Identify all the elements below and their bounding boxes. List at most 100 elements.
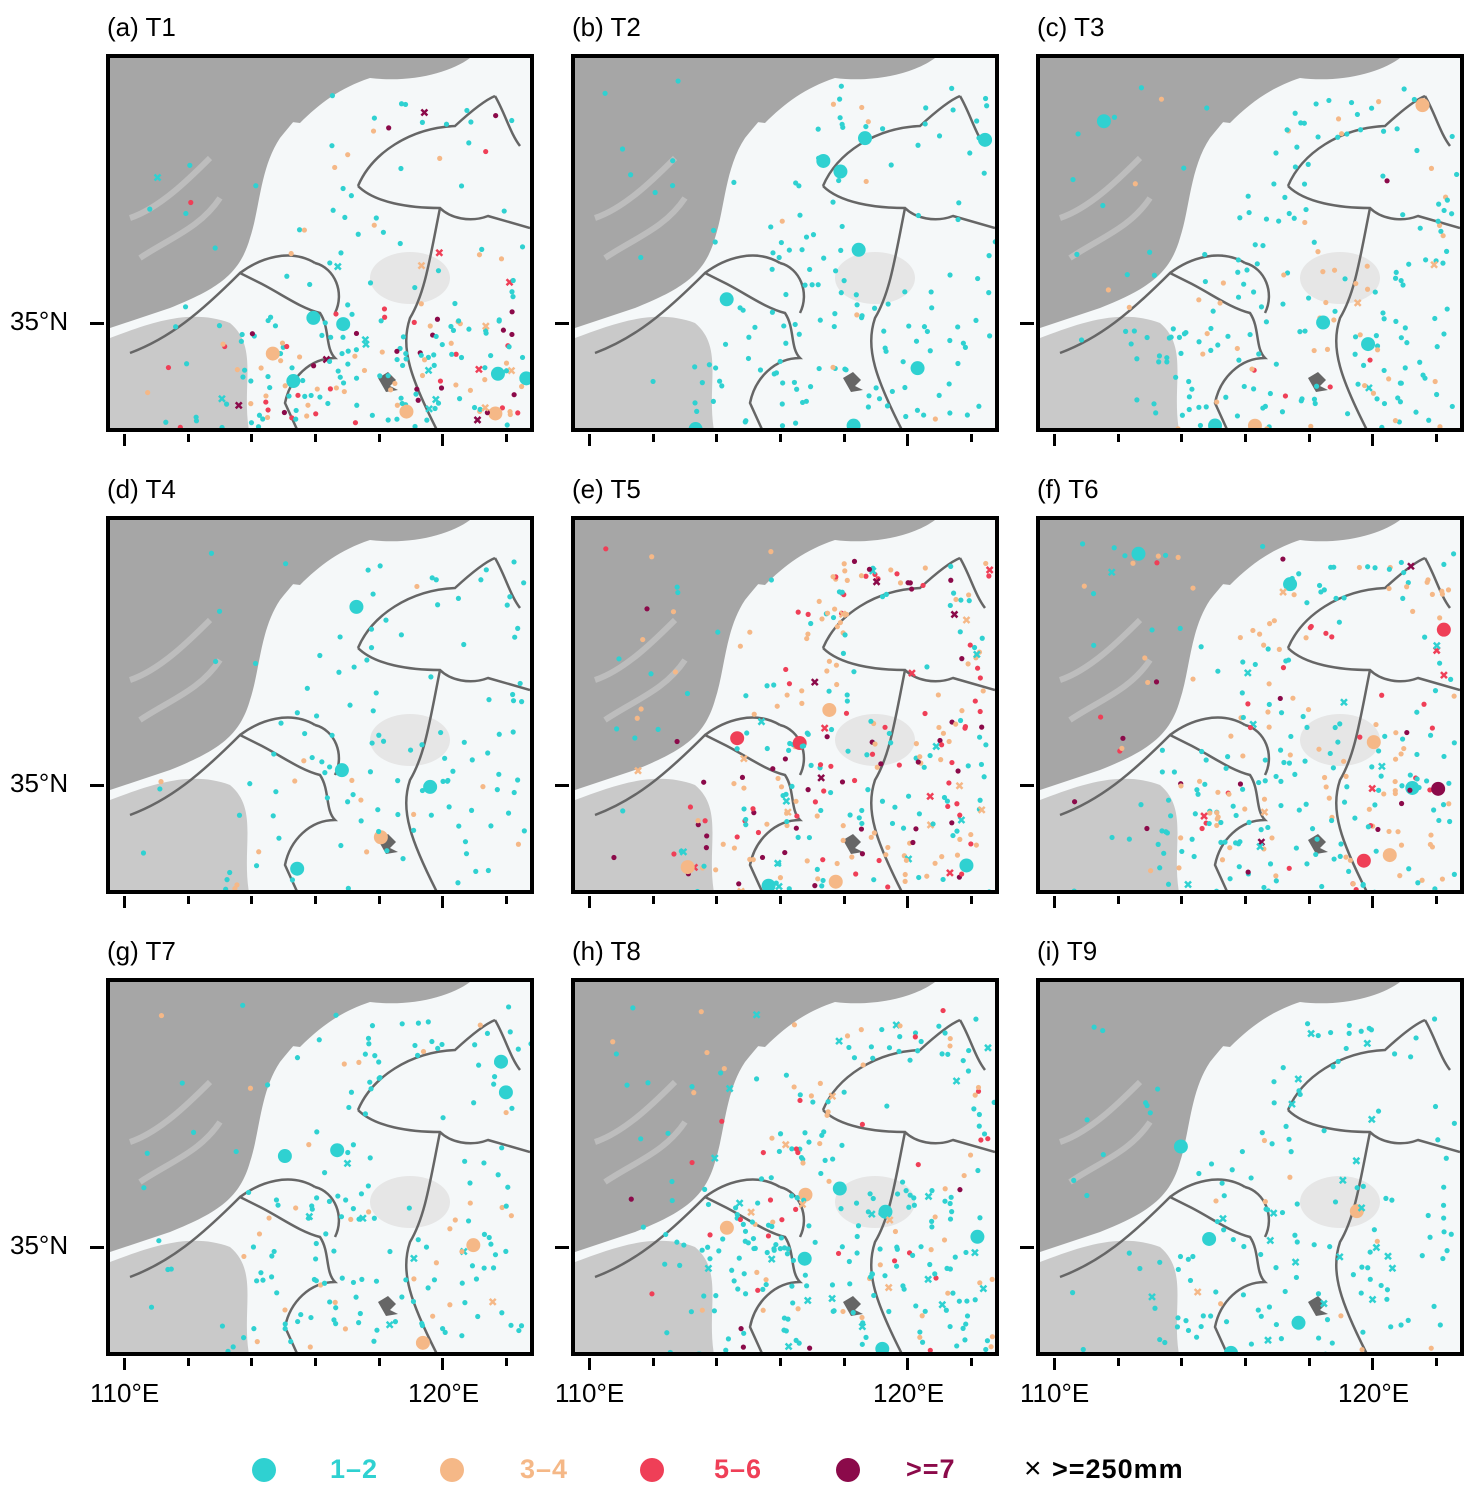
station-dot-marker	[929, 305, 935, 311]
station-cross-marker	[1340, 698, 1348, 707]
station-dot-marker	[1381, 367, 1387, 374]
x-tick-e	[970, 896, 973, 904]
station-dot-marker	[1155, 553, 1161, 559]
station-dot-marker	[798, 1154, 805, 1161]
station-dot-marker	[778, 784, 785, 790]
station-dot-marker	[158, 779, 164, 785]
station-dot-marker	[753, 1076, 760, 1082]
lake	[843, 372, 863, 392]
station-dot-marker	[322, 770, 328, 776]
station-dot-marker	[1398, 380, 1404, 386]
station-dot-marker	[336, 317, 351, 332]
station-dot-marker	[649, 554, 655, 560]
x-tick-label-h-1: 120°E	[873, 1378, 945, 1408]
station-dot-marker	[929, 1224, 935, 1230]
station-dot-marker	[1371, 1227, 1377, 1233]
station-dot-marker	[968, 831, 974, 838]
station-dot-marker	[831, 323, 837, 330]
station-dot-marker	[368, 626, 375, 632]
station-dot-marker	[1200, 1313, 1206, 1319]
mountain-region	[110, 982, 340, 1252]
y-tick-f	[1020, 784, 1034, 787]
station-dot-marker	[1302, 328, 1308, 334]
station-dot-marker	[1423, 257, 1429, 263]
station-dot-marker	[913, 338, 920, 344]
station-dot-marker	[932, 416, 938, 422]
station-dot-marker	[420, 1048, 427, 1055]
station-dot-marker	[1372, 565, 1378, 571]
station-dot-marker	[644, 606, 650, 612]
shandong-hills	[835, 1176, 915, 1228]
station-dot-marker	[1208, 418, 1223, 428]
station-cross-marker	[767, 1255, 776, 1264]
station-dot-marker	[260, 416, 266, 422]
station-dot-marker	[807, 266, 813, 273]
map-a	[110, 58, 530, 428]
station-dot-marker	[1223, 765, 1229, 771]
station-dot-marker	[453, 382, 459, 388]
northern-mountains	[260, 520, 470, 585]
station-dot-marker	[1247, 724, 1254, 731]
station-dot-marker	[453, 351, 459, 357]
station-dot-marker	[1199, 748, 1205, 755]
station-dot-marker	[1416, 784, 1422, 791]
station-cross-marker	[1368, 784, 1377, 793]
station-dot-marker	[667, 1349, 673, 1352]
station-dot-marker	[1323, 784, 1329, 790]
station-dot-marker	[1202, 1231, 1217, 1246]
station-dot-marker	[905, 580, 911, 586]
station-dot-marker	[1091, 1024, 1097, 1030]
station-dot-marker	[333, 385, 339, 391]
station-dot-marker	[342, 214, 348, 221]
station-dot-marker	[912, 1034, 918, 1040]
station-dot-marker	[173, 324, 179, 330]
station-dot-marker	[466, 326, 472, 332]
station-cross-marker	[1335, 1252, 1344, 1261]
station-dot-marker	[1145, 679, 1151, 686]
station-cross-marker	[1266, 1236, 1275, 1245]
station-dot-marker	[510, 294, 516, 300]
station-dot-marker	[613, 1051, 619, 1057]
station-dot-marker	[794, 1195, 800, 1201]
station-dot-marker	[743, 418, 749, 424]
station-dot-marker	[411, 811, 417, 818]
station-dot-marker	[433, 577, 439, 583]
station-dot-marker	[988, 1344, 994, 1350]
station-dot-marker	[1439, 876, 1446, 882]
station-dot-marker	[382, 314, 388, 320]
station-dot-marker	[1258, 1313, 1264, 1319]
station-dot-marker	[1293, 1274, 1300, 1281]
station-dot-marker	[1168, 813, 1174, 819]
station-dot-marker	[1352, 815, 1358, 821]
station-dot-marker	[741, 806, 747, 812]
station-cross-marker	[828, 1092, 837, 1101]
station-dot-marker	[1407, 787, 1413, 793]
x-tick-c	[1053, 434, 1056, 446]
station-dot-marker	[157, 786, 163, 792]
station-dot-marker	[332, 1299, 338, 1305]
station-dot-marker	[1071, 888, 1077, 890]
station-dot-marker	[1206, 820, 1212, 827]
station-dot-marker	[928, 289, 934, 295]
y-tick-g	[90, 1246, 104, 1249]
ridge-lines	[593, 155, 688, 261]
station-dot-marker	[1304, 861, 1310, 867]
station-dot-marker	[851, 1055, 858, 1061]
station-dot-marker	[892, 1228, 899, 1235]
station-dot-marker	[1157, 1336, 1163, 1343]
station-dot-marker	[1266, 701, 1272, 708]
station-dot-marker	[1328, 564, 1334, 570]
station-dot-marker	[844, 692, 850, 698]
station-cross-marker	[984, 1043, 992, 1052]
station-dot-marker	[275, 1202, 281, 1208]
station-dot-marker	[1360, 362, 1367, 368]
station-dot-marker	[1332, 1199, 1339, 1205]
station-dot-marker	[345, 152, 351, 158]
station-dot-marker	[1288, 1149, 1294, 1155]
station-cross-marker	[924, 1192, 933, 1201]
station-dot-marker	[509, 331, 515, 338]
station-dot-marker	[778, 239, 784, 246]
station-dot-marker	[376, 732, 382, 738]
station-dot-marker	[701, 863, 707, 869]
station-markers	[141, 1002, 530, 1352]
